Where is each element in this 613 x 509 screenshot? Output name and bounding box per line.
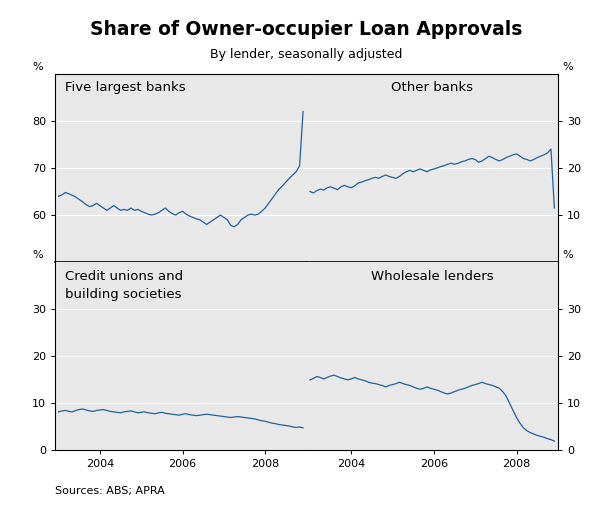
Text: Five largest banks: Five largest banks [65,81,186,94]
Text: Sources: ABS; APRA: Sources: ABS; APRA [55,486,165,496]
Text: %: % [32,62,43,72]
Text: %: % [562,62,573,72]
Text: Other banks: Other banks [391,81,473,94]
Text: Wholesale lenders: Wholesale lenders [371,270,493,282]
Text: By lender, seasonally adjusted: By lender, seasonally adjusted [210,48,403,62]
Text: Share of Owner-occupier Loan Approvals: Share of Owner-occupier Loan Approvals [90,20,523,39]
Text: %: % [562,250,573,260]
Text: %: % [32,250,43,260]
Text: Credit unions and
building societies: Credit unions and building societies [65,270,183,301]
